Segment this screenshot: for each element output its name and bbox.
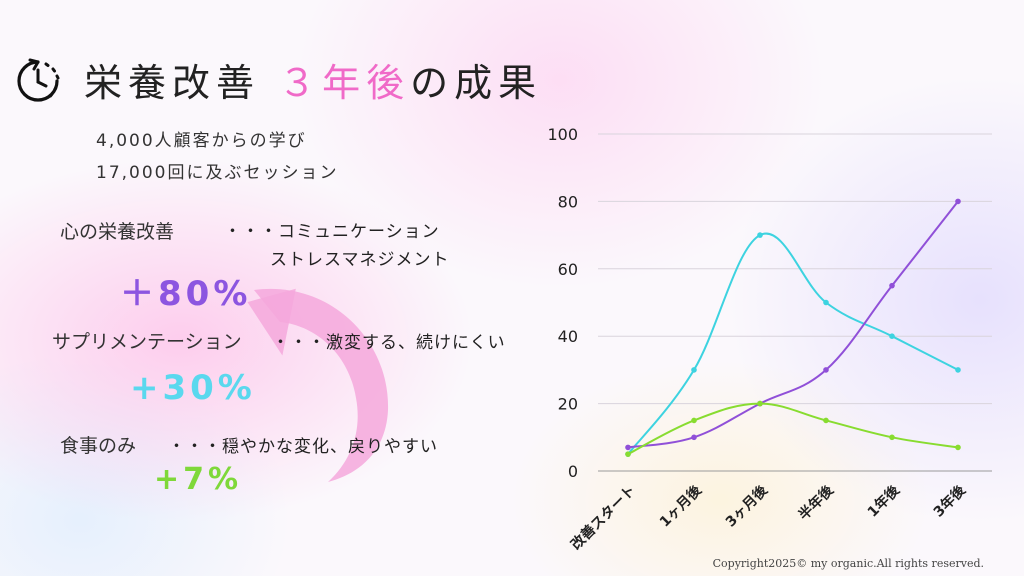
result-label-heart: 心の栄養改善 [60,221,175,243]
series-line-0 [627,232,959,455]
result-percent-supplement: +30% [130,368,256,408]
intro-line-1: 4,000人顧客からの学び [96,131,307,151]
timer-clock-icon [17,58,60,102]
data-point [691,417,697,424]
x-tick-label: 1ヶ月後 [656,481,705,530]
y-tick-label: 80 [558,192,578,211]
data-point [955,444,961,451]
data-point [889,434,895,441]
data-point [889,282,895,289]
data-point [823,299,829,306]
y-tick-label: 0 [568,462,578,481]
data-point [889,333,895,340]
copyright-text: Copyright2025© my organic.All rights res… [712,557,984,570]
intro-line-2: 17,000回に及ぶセッション [96,163,339,183]
data-point [823,417,829,424]
curved-arrow-icon [247,288,389,482]
series-line-2 [627,402,959,456]
data-point [691,434,697,441]
result-label-diet: 食事のみ [60,435,137,457]
result-desc-diet: ・・・穏やかな変化、戻りやすい [168,437,438,457]
data-point [625,451,631,457]
title-suffix: の成果 [410,61,543,105]
data-point [757,400,763,407]
result-percent-diet: +7% [154,462,243,497]
data-point [625,444,631,451]
data-point [691,367,697,373]
page-title: 栄養改善 ３年後の成果 [84,52,542,107]
y-tick-label: 100 [547,125,578,144]
x-tick-label: 1年後 [864,481,903,520]
result-desc-heart: ・・・コミュニケーション [224,222,440,242]
title-prefix: 栄養改善 [84,61,261,105]
y-tick-label: 40 [558,327,578,346]
result-label-supplement: サプリメンテーション [52,331,242,353]
y-tick-label: 20 [558,395,578,414]
y-tick-label: 60 [558,260,578,279]
data-point [955,198,961,205]
data-point [757,232,763,238]
x-tick-label: 3ヶ月後 [722,481,771,530]
x-tick-label: 半年後 [795,481,837,523]
x-tick-label: 3年後 [930,481,969,520]
result-percent-heart: ＋80% [120,274,252,314]
x-tick-label: 改善スタート [567,482,638,553]
data-point [955,367,961,373]
result-desc-supplement: ・・・激変する、続けにくい [272,333,506,353]
result-desc2-heart: ストレスマネジメント [270,250,450,270]
data-point [823,367,829,373]
title-highlight: ３年後 [278,61,411,105]
